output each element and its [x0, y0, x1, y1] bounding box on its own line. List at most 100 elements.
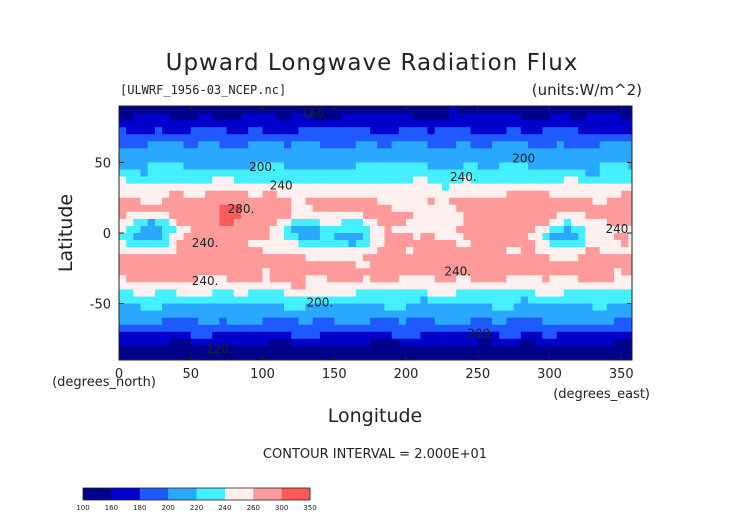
heatmap-cell: [276, 204, 285, 213]
heatmap-cell: [276, 162, 285, 171]
heatmap-cell: [169, 148, 177, 156]
heatmap-cell: [563, 169, 572, 178]
heatmap-cell: [384, 254, 393, 262]
heatmap-cell: [183, 218, 192, 227]
heatmap-cell: [370, 204, 378, 213]
heatmap-cell: [413, 296, 421, 305]
heatmap-cell: [413, 134, 421, 142]
heatmap-cell: [341, 176, 350, 185]
heatmap-cell: [176, 233, 185, 241]
heatmap-cell: [506, 268, 515, 276]
heatmap-cell: [212, 310, 221, 319]
heatmap-cell: [456, 218, 464, 227]
heatmap-cell: [621, 204, 630, 213]
heatmap-cell: [284, 324, 292, 333]
heatmap-cell: [571, 303, 579, 312]
heatmap-cell: [298, 120, 307, 128]
heatmap-cell: [535, 261, 543, 269]
heatmap-cell: [119, 240, 127, 248]
heatmap-cell: [162, 289, 170, 298]
heatmap-cell: [513, 169, 522, 178]
heatmap-cell: [628, 127, 632, 135]
heatmap-cell: [205, 247, 213, 255]
heatmap-cell: [226, 183, 235, 192]
heatmap-cell: [384, 282, 393, 291]
heatmap-cell: [255, 197, 264, 206]
heatmap-cell: [233, 275, 242, 283]
heatmap-cell: [334, 247, 343, 255]
heatmap-cell: [477, 303, 486, 312]
heatmap-cell: [492, 106, 500, 114]
heatmap-cell: [599, 331, 608, 340]
heatmap-cell: [477, 233, 486, 241]
heatmap-cell: [176, 282, 185, 291]
heatmap-cell: [119, 345, 127, 354]
heatmap-cell: [606, 148, 615, 156]
heatmap-cell: [441, 247, 450, 255]
heatmap-cell: [269, 331, 278, 340]
heatmap-cell: [377, 197, 386, 206]
heatmap-cell: [427, 331, 436, 340]
heatmap-cell: [248, 176, 256, 185]
heatmap-cell: [535, 240, 543, 248]
heatmap-cell: [578, 303, 586, 312]
heatmap-cell: [434, 197, 443, 206]
heatmap-cell: [119, 261, 127, 269]
heatmap-cell: [126, 261, 134, 269]
heatmap-cell: [484, 233, 493, 241]
heatmap-cell: [520, 303, 529, 312]
heatmap-cell: [563, 247, 572, 255]
heatmap-cell: [327, 289, 335, 298]
heatmap-cell: [255, 296, 264, 305]
heatmap-cell: [269, 197, 278, 206]
heatmap-cell: [291, 303, 299, 312]
heatmap-cell: [319, 162, 328, 171]
heatmap-cell: [578, 120, 586, 128]
heatmap-cell: [434, 296, 443, 305]
heatmap-cell: [190, 233, 199, 241]
heatmap-cell: [226, 141, 235, 149]
heatmap-cell: [348, 113, 357, 121]
heatmap-cell: [405, 148, 414, 156]
heatmap-cell: [621, 148, 630, 156]
heatmap-cell: [298, 106, 307, 114]
heatmap-cell: [255, 183, 264, 192]
heatmap-cell: [312, 268, 321, 276]
heatmap-cell: [147, 127, 156, 135]
heatmap-cell: [628, 211, 632, 220]
heatmap-cell: [628, 162, 632, 171]
heatmap-cell: [441, 204, 450, 213]
heatmap-cell: [549, 324, 558, 333]
heatmap-cell: [542, 134, 551, 142]
heatmap-cell: [255, 289, 264, 298]
heatmap-cell: [441, 141, 450, 149]
heatmap-cell: [405, 211, 414, 220]
heatmap-cell: [599, 176, 608, 185]
heatmap-cell: [233, 268, 242, 276]
heatmap-cell: [169, 261, 177, 269]
heatmap-cell: [492, 197, 500, 206]
heatmap-cell: [535, 162, 543, 171]
heatmap-cell: [520, 317, 529, 326]
heatmap-cell: [377, 113, 386, 121]
heatmap-cell: [513, 338, 522, 347]
heatmap-cell: [585, 282, 594, 291]
heatmap-cell: [527, 218, 536, 227]
heatmap-cell: [312, 233, 321, 241]
heatmap-cell: [621, 317, 630, 326]
heatmap-cell: [312, 289, 321, 298]
heatmap-cell: [628, 296, 632, 305]
heatmap-cell: [162, 261, 170, 269]
heatmap-cell: [556, 331, 565, 340]
heatmap-cell: [384, 338, 393, 347]
heatmap-cell: [269, 268, 278, 276]
heatmap-cell: [377, 225, 386, 234]
heatmap-cell: [305, 345, 314, 354]
heatmap-cell: [434, 141, 443, 149]
heatmap-cell: [571, 211, 579, 220]
heatmap-cell: [606, 317, 615, 326]
heatmap-cell: [449, 282, 457, 291]
heatmap-cell: [341, 134, 350, 142]
heatmap-cell: [276, 240, 285, 248]
heatmap-cell: [212, 155, 221, 164]
